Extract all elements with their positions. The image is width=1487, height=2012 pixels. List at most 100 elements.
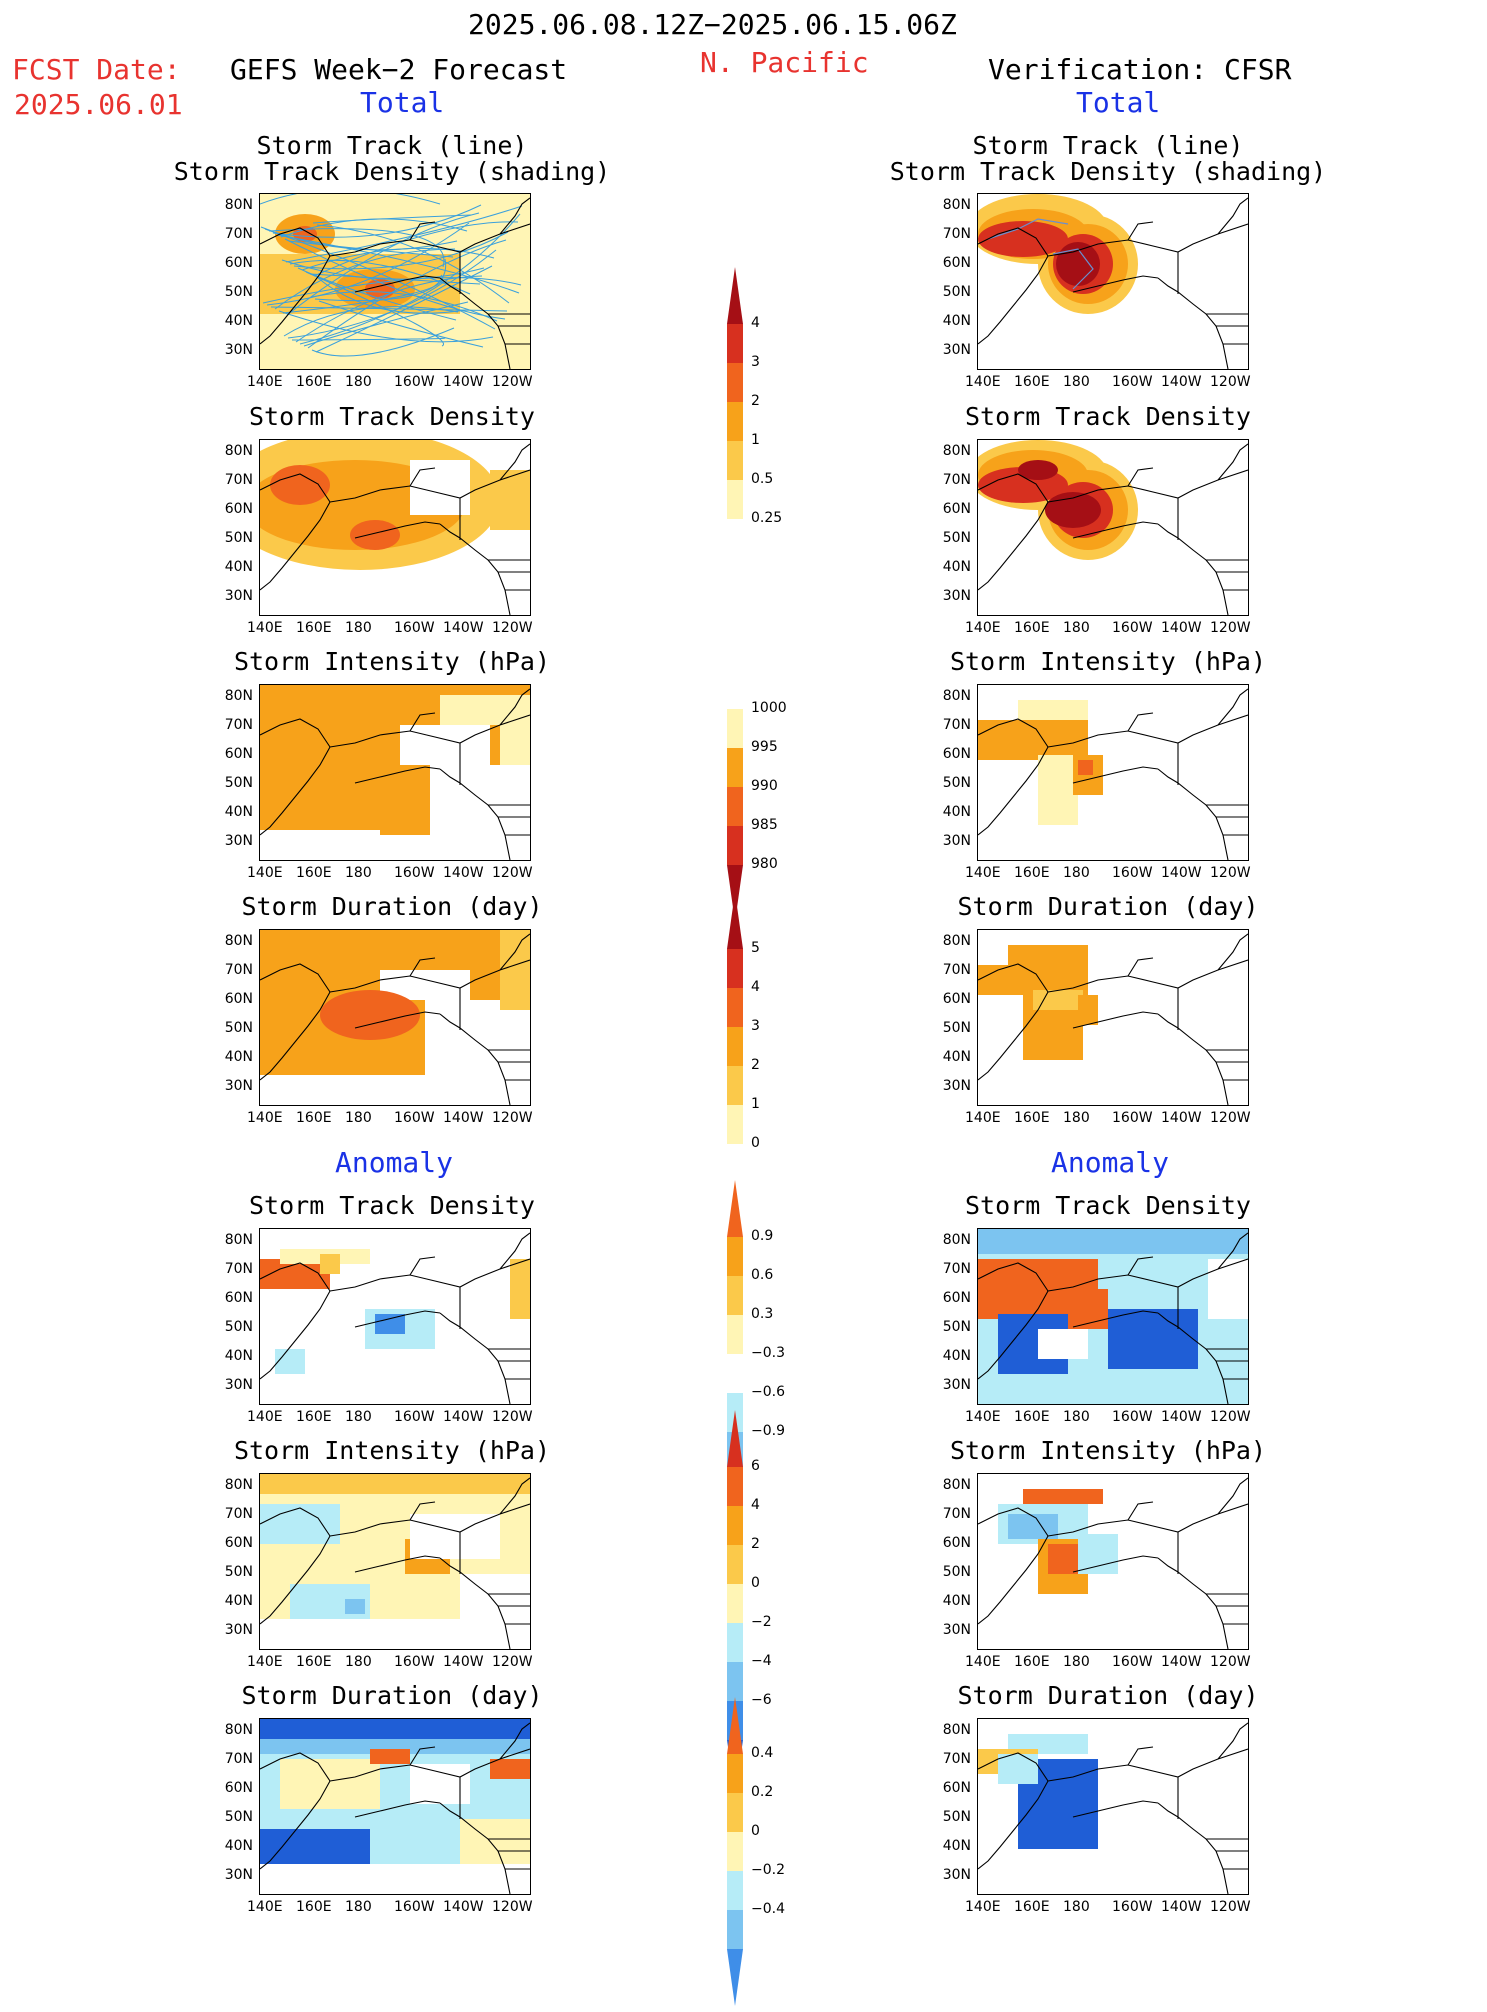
lon-tick-label: 140E [247, 374, 283, 390]
lon-tick-label: 180 [1063, 1654, 1090, 1670]
colorbar-segment [727, 1584, 743, 1623]
lon-tick-label: 120W [492, 620, 533, 636]
map-plot [978, 933, 1248, 1105]
anomaly-negative [375, 1314, 405, 1334]
lat-tick-label: 50N [942, 1564, 971, 1580]
left-track-title-2: Storm Track Density (shading) [173, 157, 611, 186]
lat-tick-label: 30N [942, 588, 971, 604]
colorbar-segment [727, 480, 743, 519]
colorbar-segment [727, 1832, 743, 1871]
lon-tick-label: 120W [1210, 1899, 1251, 1915]
forecast-period: 2025.06.08.12Z−2025.06.15.06Z [468, 8, 957, 41]
colorbar-arrow-top [727, 1410, 743, 1467]
lon-tick-label: 140W [443, 374, 484, 390]
lat-tick-label: 80N [224, 1477, 253, 1493]
right-track-title-1: Storm Track (line) [972, 131, 1244, 160]
lat-tick-label: 60N [942, 255, 971, 271]
lat-tick-label: 30N [224, 833, 253, 849]
lat-tick-label: 40N [224, 1838, 253, 1854]
lat-tick-label: 30N [942, 1622, 971, 1638]
colorbar-label: 980 [751, 856, 778, 872]
lat-tick-label: 80N [942, 1232, 971, 1248]
lat-tick-label: 60N [942, 1290, 971, 1306]
map-plot [978, 440, 1248, 615]
lon-tick-label: 140W [1161, 1110, 1202, 1126]
colorbar-segment [727, 1793, 743, 1832]
map-plot [260, 1232, 530, 1404]
lat-tick-label: 60N [224, 1290, 253, 1306]
colorbar-segment [727, 1623, 743, 1662]
lon-tick-label: 180 [345, 1899, 372, 1915]
lat-tick-label: 70N [224, 226, 253, 242]
colorbar-label: 1 [751, 1096, 760, 1112]
lon-tick-label: 140W [443, 1110, 484, 1126]
lat-tick-label: 60N [942, 746, 971, 762]
lat-tick-label: 40N [942, 1593, 971, 1609]
colorbar-segment [727, 402, 743, 441]
density-max [1045, 492, 1101, 528]
colorbar-segment [727, 1144, 743, 1183]
anomaly-positive [370, 1749, 410, 1764]
lat-tick-label: 80N [942, 1477, 971, 1493]
intensity-field [978, 720, 1088, 760]
anomaly-negative [260, 1504, 340, 1544]
coastline [978, 688, 1248, 860]
lon-tick-label: 140E [247, 1899, 283, 1915]
lon-tick-label: 180 [345, 865, 372, 881]
lon-tick-label: 140E [965, 1409, 1001, 1425]
lat-tick-label: 40N [942, 1348, 971, 1364]
lat-tick-label: 40N [942, 1049, 971, 1065]
colorbar-segment [727, 1545, 743, 1584]
colorbar-segment [727, 709, 743, 748]
right-track-title-2: Storm Track Density (shading) [889, 157, 1327, 186]
lat-tick-label: 60N [942, 1780, 971, 1796]
lat-tick-label: 70N [942, 226, 971, 242]
lat-tick-label: 80N [942, 197, 971, 213]
lon-tick-label: 140W [443, 1409, 484, 1425]
colorbar-label: 2 [751, 1057, 760, 1073]
no-data [410, 1764, 470, 1804]
lon-tick-label: 160E [1014, 865, 1050, 881]
anomaly-positive [320, 1254, 340, 1274]
coastline [260, 197, 530, 369]
lon-tick-label: 160E [1014, 1654, 1050, 1670]
lat-tick-label: 30N [224, 1377, 253, 1393]
colorbar-segment [727, 1315, 743, 1354]
lat-tick-label: 40N [942, 559, 971, 575]
map-plot [260, 930, 530, 1105]
lon-tick-label: 140E [247, 1654, 283, 1670]
colorbar-label: −4 [751, 1653, 772, 1669]
colorbar-segment [727, 1754, 743, 1793]
colorbar-arrow-top [727, 1180, 743, 1237]
map-panel-r4-c0 [259, 1228, 531, 1405]
map-panel-r2-c1 [977, 684, 1249, 861]
lon-tick-label: 160E [296, 865, 332, 881]
density-region [490, 470, 530, 530]
intensity-field [1018, 700, 1088, 720]
colorbar-segment [727, 949, 743, 988]
right-total-label: Total [1076, 86, 1161, 119]
lat-tick-label: 50N [942, 775, 971, 791]
map-plot [978, 1229, 1248, 1404]
anomaly-negative [260, 1719, 530, 1739]
map-plot [260, 1474, 530, 1649]
lon-tick-label: 160W [1112, 1409, 1153, 1425]
right-anom-duration-title: Storm Duration (day) [957, 1681, 1259, 1710]
anomaly-negative [260, 1829, 370, 1869]
colorbar-segment [727, 748, 743, 787]
lon-tick-label: 120W [1210, 1409, 1251, 1425]
lon-tick-label: 160E [296, 1110, 332, 1126]
colorbar-label: 0 [751, 1823, 760, 1839]
lon-tick-label: 140W [443, 1654, 484, 1670]
colorbar-label: −0.4 [751, 1901, 785, 1917]
map-panel-r6-c1 [977, 1718, 1249, 1895]
lat-tick-label: 40N [224, 313, 253, 329]
lon-tick-label: 140E [965, 1110, 1001, 1126]
anomaly-positive [280, 1759, 380, 1809]
anomaly-positive [1023, 1489, 1103, 1504]
lat-tick-label: 30N [224, 588, 253, 604]
lon-tick-label: 140W [1161, 620, 1202, 636]
lat-tick-label: 30N [942, 833, 971, 849]
lon-tick-label: 180 [1063, 620, 1090, 636]
lon-tick-label: 120W [492, 1110, 533, 1126]
